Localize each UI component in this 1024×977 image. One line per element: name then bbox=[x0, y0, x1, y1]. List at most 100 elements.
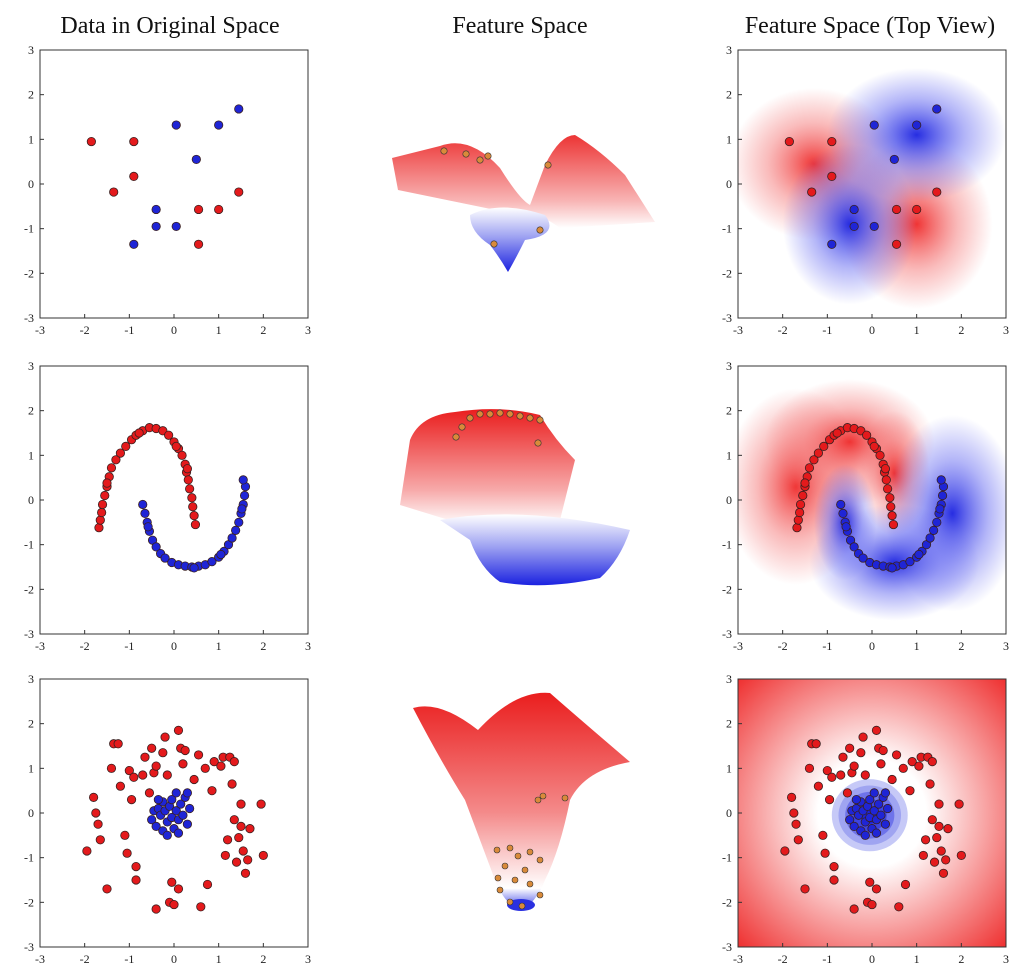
original-circles-ytick-label: 2 bbox=[28, 717, 34, 731]
original-moons-point-blue bbox=[140, 508, 150, 519]
topview-circles-point-red bbox=[856, 748, 866, 758]
topview-circles-point-blue bbox=[874, 799, 884, 809]
topview-moons-point-red bbox=[819, 441, 829, 451]
topview-moons-point-red bbox=[862, 430, 872, 440]
original-circles-point-red bbox=[167, 877, 177, 887]
original-circles-point-red bbox=[231, 857, 242, 867]
original-circles-point-red bbox=[95, 835, 105, 845]
original-moons-point-red bbox=[121, 441, 131, 451]
original-moons-point-red bbox=[182, 464, 192, 474]
original-moons-point-blue bbox=[234, 517, 244, 527]
topview-circles-point-red bbox=[849, 761, 859, 771]
topview-moons-ytick-label: 0 bbox=[726, 493, 732, 507]
topview-moons-point-red bbox=[886, 502, 896, 512]
topview-circles-xtick-label: 2 bbox=[958, 952, 964, 966]
original-circles-ytick-label: 0 bbox=[28, 806, 34, 820]
topview-moons-xtick-label: -1 bbox=[822, 639, 832, 653]
original-moons-xtick-label: -2 bbox=[80, 639, 90, 653]
column-title-topview: Feature Space (Top View) bbox=[744, 13, 996, 39]
original-xor-point-blue bbox=[129, 239, 139, 249]
original-moons-point-red bbox=[171, 441, 181, 451]
original-circles-point-red bbox=[240, 868, 251, 878]
original-circles-axes-frame bbox=[39, 678, 309, 948]
surface-circles-point bbox=[514, 852, 522, 860]
plot-original-circles: -3 -2 -1 0 1 2 3 -3 -2 -1 0 1 2 3 bbox=[24, 672, 311, 966]
original-circles-point-red bbox=[258, 850, 268, 861]
original-xor-xtick-label: 1 bbox=[216, 323, 222, 337]
topview-moons-ytick-label: -2 bbox=[722, 582, 732, 596]
topview-circles-point-red bbox=[867, 899, 877, 910]
topview-circles-point-red bbox=[900, 879, 911, 890]
topview-moons-point-red bbox=[795, 499, 806, 510]
topview-moons-point-red bbox=[875, 450, 885, 460]
topview-circles-xtick-label: 3 bbox=[1003, 952, 1009, 966]
original-circles-point-red bbox=[234, 832, 244, 843]
topview-moons-point-red bbox=[883, 484, 893, 494]
original-circles-point-blue bbox=[167, 794, 177, 805]
decision-heatmap bbox=[738, 50, 1006, 318]
topview-moons-point-red bbox=[887, 511, 897, 521]
topview-moons-xtick-label: 0 bbox=[869, 639, 875, 653]
topview-moons-point-blue bbox=[841, 522, 851, 532]
original-moons-point-blue bbox=[189, 563, 199, 573]
original-xor-point-blue bbox=[171, 120, 181, 130]
original-circles-point-red bbox=[189, 774, 199, 785]
topview-xor-axes-frame bbox=[737, 49, 1007, 319]
original-moons-point-red bbox=[111, 455, 121, 465]
surface-moons-upper bbox=[400, 409, 575, 525]
original-xor-ytick-label: 2 bbox=[28, 88, 34, 102]
topview-xor-point-red bbox=[827, 136, 837, 147]
original-moons-xtick-label: -1 bbox=[124, 639, 134, 653]
original-moons-point-red bbox=[189, 511, 199, 521]
topview-circles-point-red bbox=[842, 788, 853, 798]
topview-circles-point-red bbox=[938, 868, 949, 878]
original-moons-point-blue bbox=[238, 475, 248, 485]
plot-topview-moons: -3 -2 -1 0 1 2 3 -3 -2 -1 0 1 2 3 bbox=[722, 359, 1009, 653]
surface-xor bbox=[392, 135, 655, 272]
original-circles-point-red bbox=[158, 748, 168, 758]
topview-circles-xtick-label: -2 bbox=[778, 952, 788, 966]
topview-circles-point-red bbox=[786, 792, 797, 802]
topview-moons-axes-frame bbox=[737, 365, 1007, 635]
topview-circles-point-blue bbox=[876, 810, 886, 820]
column-title-feature: Feature Space bbox=[452, 13, 588, 39]
original-moons-point-blue bbox=[237, 504, 247, 514]
original-moons-point-red bbox=[115, 448, 126, 458]
topview-moons-point-blue bbox=[858, 553, 868, 563]
topview-xor-ytick-label: -3 bbox=[722, 311, 732, 325]
topview-circles-point-red bbox=[871, 725, 882, 735]
original-circles-point-red bbox=[102, 884, 112, 894]
original-xor-xtick-label: -3 bbox=[35, 323, 45, 337]
decision-heatmap bbox=[738, 366, 1006, 634]
original-xor-ytick-label: -2 bbox=[24, 266, 34, 280]
topview-circles-point-red bbox=[936, 846, 946, 856]
topview-circles-xtick-label: -1 bbox=[822, 952, 832, 966]
original-circles-ytick-label: -3 bbox=[24, 940, 34, 954]
surface-circles-point bbox=[494, 874, 502, 882]
topview-moons-ytick-label: 1 bbox=[726, 448, 732, 462]
original-circles-point-red bbox=[243, 855, 253, 865]
topview-xor-point-blue bbox=[869, 120, 879, 130]
original-moons-point-red bbox=[95, 515, 105, 525]
original-moons-point-blue bbox=[239, 490, 250, 501]
topview-moons-xtick-label: -2 bbox=[778, 639, 788, 653]
topview-circles-point-red bbox=[956, 850, 966, 861]
topview-moons-xtick-label: -3 bbox=[733, 639, 743, 653]
original-circles-point-red bbox=[207, 786, 217, 796]
topview-xor-xtick-label: 1 bbox=[914, 323, 920, 337]
surface-circles-point bbox=[511, 876, 519, 884]
topview-xor-ytick-label: 0 bbox=[726, 177, 732, 191]
surface-moons-point bbox=[496, 409, 504, 417]
topview-moons-point-red bbox=[792, 523, 802, 533]
surface-circles-point bbox=[506, 898, 514, 906]
topview-circles-point-red bbox=[920, 835, 931, 845]
original-moons-point-red bbox=[188, 502, 198, 512]
topview-circles-point-blue bbox=[865, 794, 875, 805]
original-xor-point-blue bbox=[151, 221, 161, 232]
topview-circles-point-red bbox=[927, 757, 937, 767]
topview-xor-point-red bbox=[827, 171, 837, 182]
topview-circles-point-red bbox=[829, 875, 839, 885]
topview-xor-point-blue bbox=[849, 221, 859, 232]
topview-xor-point-red bbox=[891, 204, 902, 215]
original-circles-point-red bbox=[151, 904, 161, 914]
